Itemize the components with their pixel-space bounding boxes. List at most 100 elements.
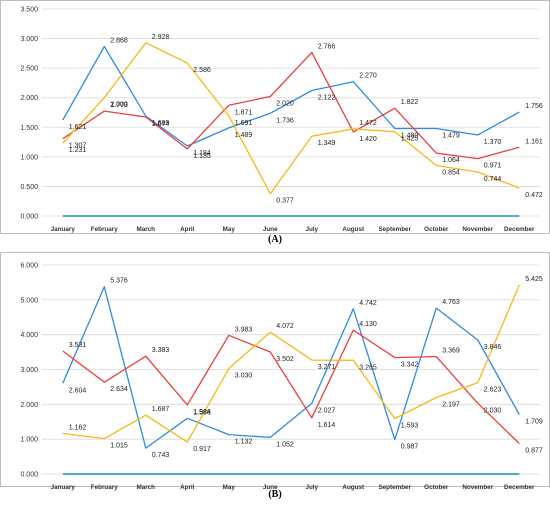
y-tick-label: 3.000 xyxy=(20,36,38,43)
data-label-gold: 0.854 xyxy=(442,169,460,176)
x-tick-label: December xyxy=(504,484,535,491)
x-tick-label: May xyxy=(223,484,236,491)
data-label-blue: 4.763 xyxy=(442,299,460,306)
data-label-red: 0.971 xyxy=(484,163,502,170)
data-label-gold: 1.231 xyxy=(69,147,87,154)
line-chart-a: 0.000 0.500 1.000 1.500 2.000 2.500 3.000 3.500… xyxy=(20,7,543,234)
data-label-red: 4.130 xyxy=(359,321,377,328)
chart-frame-a xyxy=(0,0,550,234)
panel-a: 0.000 0.500 1.000 1.500 2.000 2.500 3.000 3.500… xyxy=(0,0,550,245)
data-label-gold: 1.593 xyxy=(401,423,419,430)
data-label-blue: 2.270 xyxy=(359,73,377,80)
y-tick-label: 1.500 xyxy=(20,125,38,132)
data-label-gold: 3.030 xyxy=(235,372,253,379)
panel-label-a: (A) xyxy=(268,234,282,245)
data-label-gold: 1.687 xyxy=(152,406,170,413)
data-label-blue: 3.846 xyxy=(484,344,502,351)
data-label-gold: 3.271 xyxy=(318,364,336,371)
data-label-blue: 1.132 xyxy=(235,439,253,446)
data-label-blue: 1.052 xyxy=(276,441,294,448)
data-label-gold: 1.472 xyxy=(359,120,377,127)
data-label-red: 1.307 xyxy=(69,143,87,150)
data-label-red: 2.020 xyxy=(276,101,294,108)
data-label-red: 1.161 xyxy=(525,138,543,145)
y-tick-label: 0.000 xyxy=(20,214,38,221)
y-tick-label: 2.000 xyxy=(20,402,38,409)
data-label-red: 1.773 xyxy=(110,102,128,109)
y-tick-label: 1.000 xyxy=(20,437,38,444)
x-tick-label: October xyxy=(424,484,449,491)
data-label-red: 3.531 xyxy=(69,342,87,349)
data-label-red: 3.369 xyxy=(442,348,460,355)
data-label-gold: 2.623 xyxy=(484,387,502,394)
data-label-gold: 0.472 xyxy=(525,192,543,199)
data-label-blue: 1.184 xyxy=(193,150,211,157)
data-label-blue: 5.376 xyxy=(110,278,128,285)
y-tick-label: 2.500 xyxy=(20,66,38,73)
data-label-gold: 2.197 xyxy=(442,401,460,408)
data-label-blue: 1.370 xyxy=(484,139,502,146)
data-label-gold: 4.072 xyxy=(276,323,294,330)
data-label-gold: 1.162 xyxy=(69,425,87,432)
series-line-blue xyxy=(62,45,520,147)
data-label-red: 1.064 xyxy=(442,157,460,164)
y-tick-label: 0.500 xyxy=(20,184,38,191)
data-label-red: 1.674 xyxy=(152,121,170,128)
data-label-red: 2.634 xyxy=(110,386,128,393)
y-tick-label: 2.000 xyxy=(20,95,38,102)
x-tick-label: November xyxy=(462,484,493,491)
data-label-blue: 1.736 xyxy=(276,117,294,124)
x-tick-label: August xyxy=(342,226,365,233)
data-label-gold: 2.000 xyxy=(110,102,128,109)
data-label-blue: 1.689 xyxy=(152,120,170,127)
series-line-gold xyxy=(62,42,520,195)
data-label-gold: 3.265 xyxy=(359,364,377,371)
y-tick-label: 6.000 xyxy=(20,263,38,270)
x-tick-label: July xyxy=(305,484,318,491)
data-label-red: 3.383 xyxy=(152,347,170,354)
x-tick-label: September xyxy=(378,484,411,491)
data-label-gold: 1.015 xyxy=(110,443,128,450)
data-label-gold: 0.377 xyxy=(276,198,294,205)
panel-label-b: (B) xyxy=(268,489,282,500)
data-label-gold: 0.744 xyxy=(484,176,502,183)
data-label-blue: 0.743 xyxy=(152,452,170,459)
x-tick-label: May xyxy=(223,226,236,233)
data-label-gold: 2.586 xyxy=(193,67,211,74)
data-label-gold: 2.928 xyxy=(152,34,170,41)
data-label-blue: 2.122 xyxy=(318,94,336,101)
y-tick-label: 5.000 xyxy=(20,297,38,304)
x-tick-label: January xyxy=(51,226,76,233)
x-tick-label: June xyxy=(263,226,278,233)
series-line-red xyxy=(62,51,520,160)
data-label-gold: 1.425 xyxy=(401,136,419,143)
data-label-red: 3.983 xyxy=(235,326,253,333)
x-tick-label: August xyxy=(342,484,365,491)
data-label-blue: 1.479 xyxy=(442,133,460,140)
x-tick-label: March xyxy=(136,484,155,491)
panel-b: 0.000 1.000 2.000 3.000 4.000 5.000 6.000 Janua… xyxy=(0,252,550,500)
data-label-red: 1.135 xyxy=(193,153,211,160)
y-tick-label: 4.000 xyxy=(20,332,38,339)
x-tick-label: April xyxy=(180,484,195,491)
data-label-red: 2.030 xyxy=(484,407,502,414)
data-label-gold: 5.425 xyxy=(525,276,543,283)
data-label-blue: 1.709 xyxy=(525,418,543,425)
x-tick-label: October xyxy=(424,226,449,233)
data-label-red: 1.984 xyxy=(193,409,211,416)
data-label-red: 1.822 xyxy=(401,99,419,106)
data-label-gold: 1.349 xyxy=(318,140,336,147)
data-label-gold: 1.691 xyxy=(235,120,253,127)
x-tick-label: September xyxy=(378,226,411,233)
data-label-red: 1.614 xyxy=(318,422,336,429)
data-label-red: 2.766 xyxy=(318,43,336,50)
series-line-gold xyxy=(62,284,520,443)
data-label-gold: 0.917 xyxy=(193,446,211,453)
y-tick-label: 3.500 xyxy=(20,7,38,14)
x-tick-label: June xyxy=(263,484,278,491)
data-label-blue: 2.027 xyxy=(318,407,336,414)
data-label-red: 0.877 xyxy=(525,447,543,454)
data-label-red: 3.342 xyxy=(401,362,419,369)
data-label-blue: 1.756 xyxy=(525,103,543,110)
